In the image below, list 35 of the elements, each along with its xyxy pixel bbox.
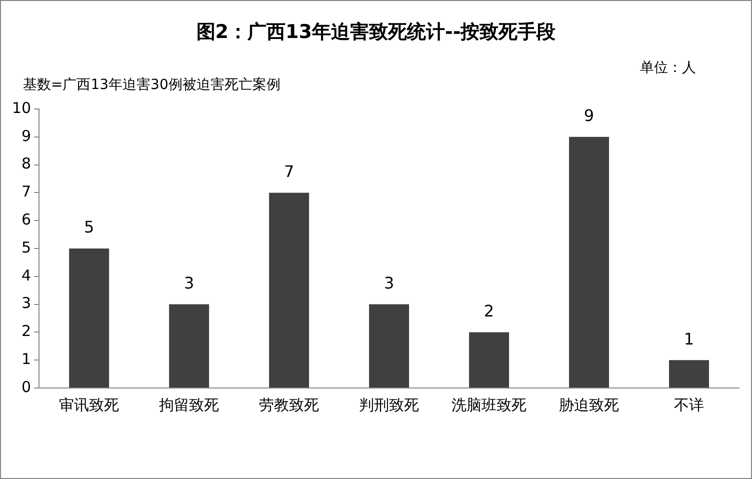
x-tick-label: 判刑致死 <box>359 396 420 414</box>
y-tick-label: 8 <box>22 154 32 173</box>
bar <box>369 304 410 388</box>
y-tick-label: 2 <box>22 322 32 340</box>
bar <box>269 192 310 388</box>
bar <box>569 136 610 388</box>
y-tick-label: 9 <box>22 126 32 145</box>
x-tick-label: 洗脑班致死 <box>452 396 527 414</box>
data-label: 5 <box>84 218 94 237</box>
y-tick-label: 6 <box>22 210 32 228</box>
y-tick-label: 5 <box>22 238 32 256</box>
x-tick-label: 胁迫致死 <box>559 396 620 414</box>
chart-title: 图2：广西13年迫害致死统计--按致死手段 <box>195 20 557 45</box>
y-tick-label: 3 <box>22 294 32 312</box>
y-tick-label: 1 <box>22 350 32 368</box>
x-tick-label: 不详 <box>674 396 704 414</box>
data-label: 3 <box>384 273 394 292</box>
data-label: 2 <box>484 301 494 320</box>
bar <box>69 248 110 388</box>
bar <box>669 360 710 388</box>
x-tick-label: 拘留致死 <box>159 396 220 414</box>
y-tick-label: 7 <box>22 182 32 201</box>
y-tick-label: 4 <box>22 266 32 284</box>
text: 基数=广西13年迫害30例被迫害死亡案例 <box>23 76 280 94</box>
data-label: 3 <box>184 273 194 292</box>
x-tick-label: 劳教致死 <box>259 396 320 414</box>
text: 单位：人 <box>640 59 696 77</box>
data-label: 1 <box>684 329 694 348</box>
y-tick-label: 10 <box>12 98 32 117</box>
x-tick-label: 审讯致死 <box>59 396 120 414</box>
data-label: 7 <box>284 162 294 181</box>
bar <box>469 332 510 388</box>
bar <box>169 304 210 388</box>
y-tick-label: 0 <box>22 378 32 396</box>
data-label: 9 <box>584 106 594 126</box>
